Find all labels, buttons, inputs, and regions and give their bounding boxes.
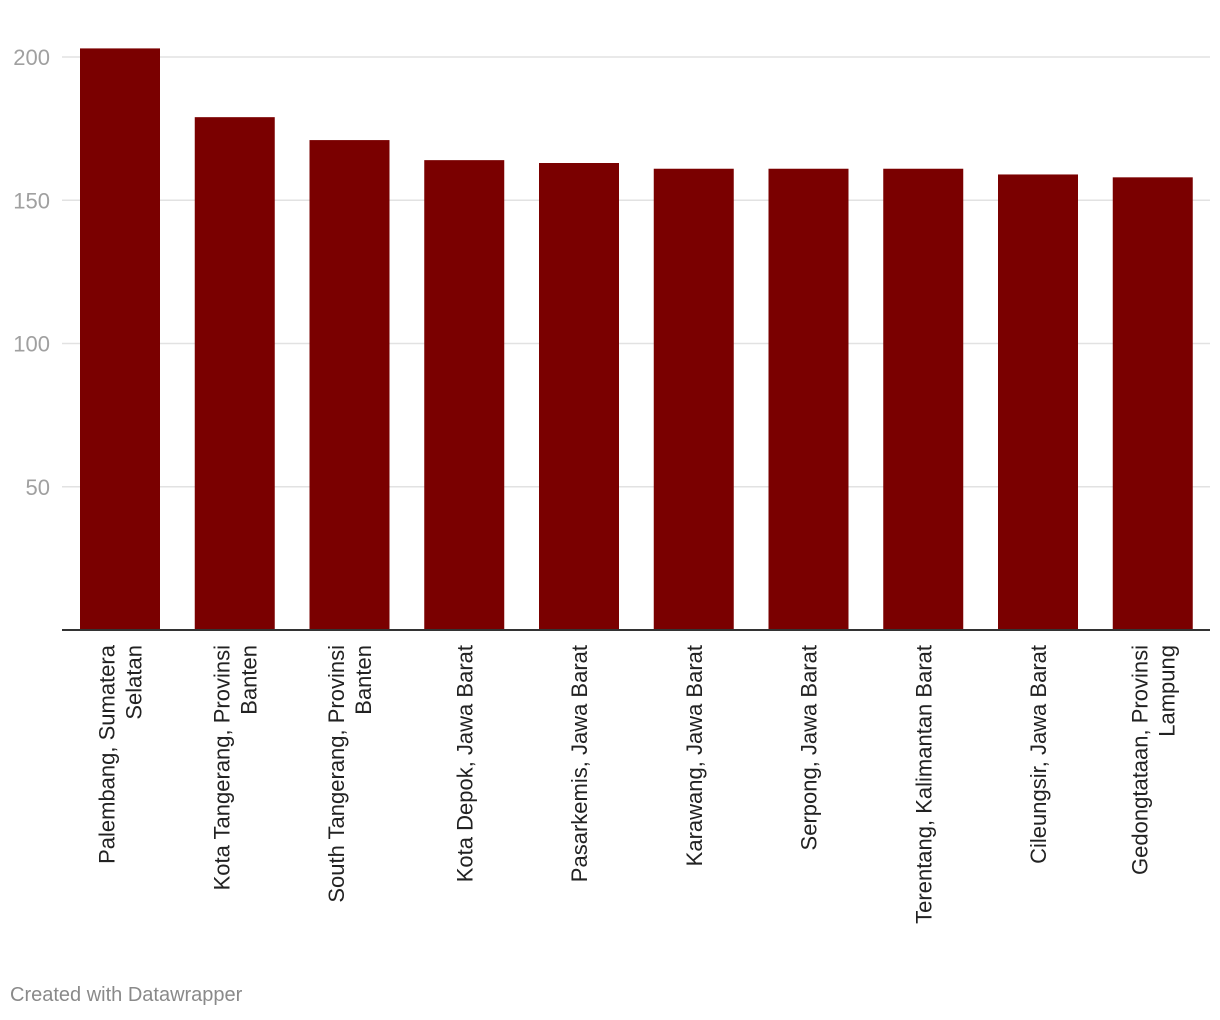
- x-axis-category-labels: Palembang, SumateraSelatan Kota Tangerang…: [95, 644, 1180, 924]
- bar: [80, 48, 160, 630]
- bar: [424, 160, 505, 630]
- y-axis-tick-labels: 50 100 150 200: [13, 45, 50, 500]
- bars: [80, 48, 1193, 631]
- x-category-label: Gedongtataan, ProvinsiLampung: [1127, 645, 1179, 875]
- bar: [194, 117, 275, 631]
- y-tick-label: 200: [13, 45, 50, 70]
- bar: [309, 140, 390, 630]
- x-category-label: Terentang, Kalimantan Barat: [911, 645, 936, 924]
- x-category-label: Cileungsir, Jawa Barat: [1026, 645, 1051, 864]
- y-tick-label: 150: [13, 188, 50, 213]
- bar-chart: 50 100 150 200 Palembang, SumateraSelatan Ko…: [13, 45, 1210, 924]
- x-category-label: Kota Tangerang, ProvinsiBanten: [209, 645, 261, 890]
- bar: [998, 174, 1078, 630]
- x-category-label: Pasarkemis, Jawa Barat: [567, 645, 592, 882]
- bar: [1112, 177, 1193, 630]
- x-category-label: Serpong, Jawa Barat: [797, 645, 822, 850]
- x-category-label: Palembang, SumateraSelatan: [95, 644, 147, 864]
- bar: [768, 168, 849, 631]
- credit-footer: Created with Datawrapper: [10, 984, 243, 1006]
- bar: [539, 163, 619, 630]
- x-category-label: South Tangerang, ProvinsiBanten: [324, 645, 376, 903]
- bar: [653, 168, 734, 631]
- y-tick-label: 50: [26, 475, 50, 500]
- x-category-label: Karawang, Jawa Barat: [682, 645, 707, 866]
- y-tick-label: 100: [13, 332, 50, 357]
- x-category-label: Kota Depok, Jawa Barat: [452, 645, 477, 882]
- bar: [883, 168, 964, 631]
